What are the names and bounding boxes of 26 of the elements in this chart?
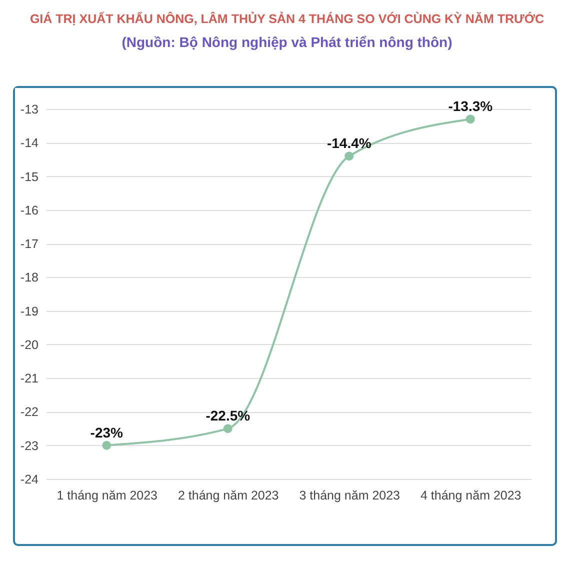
point [223,424,232,434]
x-tick-label: 2 tháng năm 2023 [178,488,279,502]
point [344,152,354,161]
y-tick-label: -14 [20,136,39,150]
y-tick-label: -23 [20,438,39,453]
chart-title: GIÁ TRỊ XUẤT KHẨU NÔNG, LÂM THỦY SẢN 4 THÁNG SO VỚI CÙNG KỲ NĂM TRƯỚC [28,12,546,26]
chart-subtitle: (Nguồn: Bộ Nông nghiệp và Phát triển nông thôn) [120,34,454,50]
y-tick-label: -18 [20,270,39,285]
x-tick-label: 4 tháng năm 2023 [420,488,522,502]
y-tick-label: -13 [20,102,39,116]
y-tick-label: -17 [20,237,39,252]
y-tick-label: -22 [20,405,39,420]
y-tick-label: -19 [20,304,39,318]
data-label: -23% [90,424,124,440]
x-tick-label: 3 tháng năm 2023 [299,488,400,502]
data-label: -13.3% [448,98,494,114]
y-tick-label: -15 [20,170,39,184]
y-tick-label: -16 [20,203,39,218]
data-label: -14.4% [326,135,372,152]
point [102,440,112,450]
data-label: -22.5% [206,408,251,424]
y-tick-label: -21 [20,372,39,386]
y-tick-label: -20 [20,338,39,352]
point [466,114,475,124]
x-tick-label: 1 tháng năm 2023 [56,488,158,502]
y-tick-label: -24 [20,472,39,486]
